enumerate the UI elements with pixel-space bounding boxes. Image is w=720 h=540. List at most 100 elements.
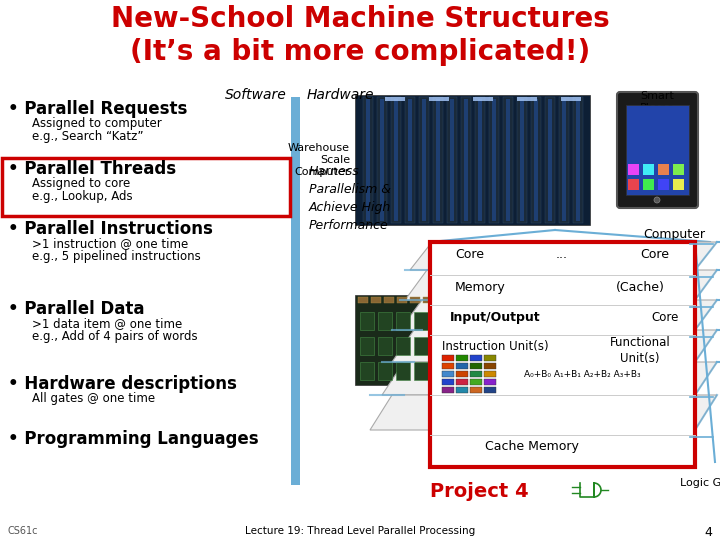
- Bar: [470, 379, 482, 385]
- Bar: [366, 99, 370, 221]
- Text: • Hardware descriptions: • Hardware descriptions: [8, 375, 237, 393]
- Bar: [414, 362, 428, 380]
- Text: Instruction Unit(s): Instruction Unit(s): [441, 340, 549, 353]
- Text: e.g., Add of 4 pairs of words: e.g., Add of 4 pairs of words: [32, 330, 197, 343]
- Bar: [473, 97, 493, 101]
- Bar: [414, 312, 428, 330]
- Text: A₀+B₀ A₁+B₁ A₂+B₂ A₃+B₃: A₀+B₀ A₁+B₁ A₂+B₂ A₃+B₃: [523, 370, 640, 379]
- Bar: [503, 97, 513, 223]
- Text: Harness
Parallelism &
Achieve High
Performance: Harness Parallelism & Achieve High Perfo…: [309, 165, 391, 232]
- Bar: [470, 371, 482, 377]
- Bar: [360, 337, 374, 355]
- Bar: [489, 97, 499, 223]
- Bar: [358, 297, 368, 303]
- Bar: [360, 312, 374, 330]
- Bar: [391, 97, 401, 223]
- Text: e.g., Lookup, Ads: e.g., Lookup, Ads: [32, 190, 132, 203]
- Polygon shape: [400, 300, 717, 330]
- Bar: [626, 105, 689, 195]
- Text: Software: Software: [225, 88, 287, 102]
- Bar: [385, 97, 405, 101]
- Bar: [484, 371, 496, 377]
- Bar: [291, 97, 300, 485]
- Bar: [360, 362, 374, 380]
- Bar: [478, 99, 482, 221]
- Bar: [410, 297, 420, 303]
- Text: >1 data item @ one time: >1 data item @ one time: [32, 317, 182, 330]
- Bar: [475, 97, 485, 223]
- Bar: [429, 97, 449, 101]
- Text: Lecture 19: Thread Level Parallel Processing: Lecture 19: Thread Level Parallel Proces…: [245, 526, 475, 536]
- Bar: [484, 355, 496, 361]
- Bar: [545, 97, 555, 223]
- Text: Core: Core: [652, 311, 679, 324]
- Bar: [442, 355, 454, 361]
- Bar: [561, 97, 581, 101]
- Bar: [394, 99, 398, 221]
- Bar: [371, 297, 381, 303]
- Text: Warehouse
Scale
Computer: Warehouse Scale Computer: [288, 143, 350, 178]
- Text: Assigned to core: Assigned to core: [32, 177, 130, 190]
- Text: Functional
Unit(s): Functional Unit(s): [610, 336, 670, 365]
- Text: Project 4: Project 4: [430, 482, 528, 501]
- Text: New-School Machine Structures: New-School Machine Structures: [111, 5, 609, 33]
- Bar: [355, 95, 590, 225]
- Bar: [484, 387, 496, 393]
- Bar: [492, 99, 496, 221]
- Text: • Parallel Data: • Parallel Data: [8, 300, 145, 318]
- Bar: [378, 312, 392, 330]
- Text: • Parallel Instructions: • Parallel Instructions: [8, 220, 213, 238]
- Bar: [470, 387, 482, 393]
- Bar: [673, 179, 684, 190]
- Bar: [628, 164, 639, 175]
- Text: Core: Core: [641, 248, 670, 261]
- Bar: [377, 97, 387, 223]
- Text: ...: ...: [556, 248, 568, 261]
- Bar: [506, 99, 510, 221]
- Text: Memory: Memory: [454, 281, 505, 294]
- Bar: [576, 99, 580, 221]
- Bar: [423, 297, 433, 303]
- Bar: [628, 179, 639, 190]
- Bar: [517, 97, 537, 101]
- Bar: [380, 99, 384, 221]
- Bar: [456, 355, 468, 361]
- Polygon shape: [370, 395, 717, 430]
- Bar: [658, 164, 669, 175]
- Bar: [456, 371, 468, 377]
- Text: e.g., Search “Katz”: e.g., Search “Katz”: [32, 130, 143, 143]
- Text: Computer: Computer: [643, 228, 705, 241]
- Text: Smart
Phone: Smart Phone: [639, 91, 675, 113]
- Bar: [559, 97, 569, 223]
- Bar: [396, 337, 410, 355]
- Bar: [534, 99, 538, 221]
- Polygon shape: [392, 330, 717, 362]
- FancyBboxPatch shape: [2, 158, 290, 216]
- Text: 4: 4: [704, 526, 712, 539]
- Polygon shape: [382, 362, 717, 395]
- Bar: [531, 97, 541, 223]
- Bar: [355, 295, 440, 385]
- Bar: [517, 97, 527, 223]
- Bar: [442, 387, 454, 393]
- Text: Input/Output: Input/Output: [450, 311, 540, 324]
- Bar: [414, 337, 428, 355]
- Bar: [436, 99, 440, 221]
- Bar: [396, 362, 410, 380]
- Text: Hardware: Hardware: [307, 88, 374, 102]
- Bar: [456, 379, 468, 385]
- Bar: [442, 371, 454, 377]
- Bar: [384, 297, 394, 303]
- Text: • Parallel Threads: • Parallel Threads: [8, 160, 176, 178]
- Bar: [464, 99, 468, 221]
- Bar: [430, 242, 695, 467]
- Bar: [378, 337, 392, 355]
- Bar: [408, 99, 412, 221]
- Text: Logic Gates: Logic Gates: [680, 478, 720, 488]
- Text: • Parallel Requests: • Parallel Requests: [8, 100, 187, 118]
- Bar: [562, 99, 566, 221]
- Bar: [419, 97, 429, 223]
- Bar: [470, 363, 482, 369]
- Bar: [397, 297, 407, 303]
- Bar: [484, 379, 496, 385]
